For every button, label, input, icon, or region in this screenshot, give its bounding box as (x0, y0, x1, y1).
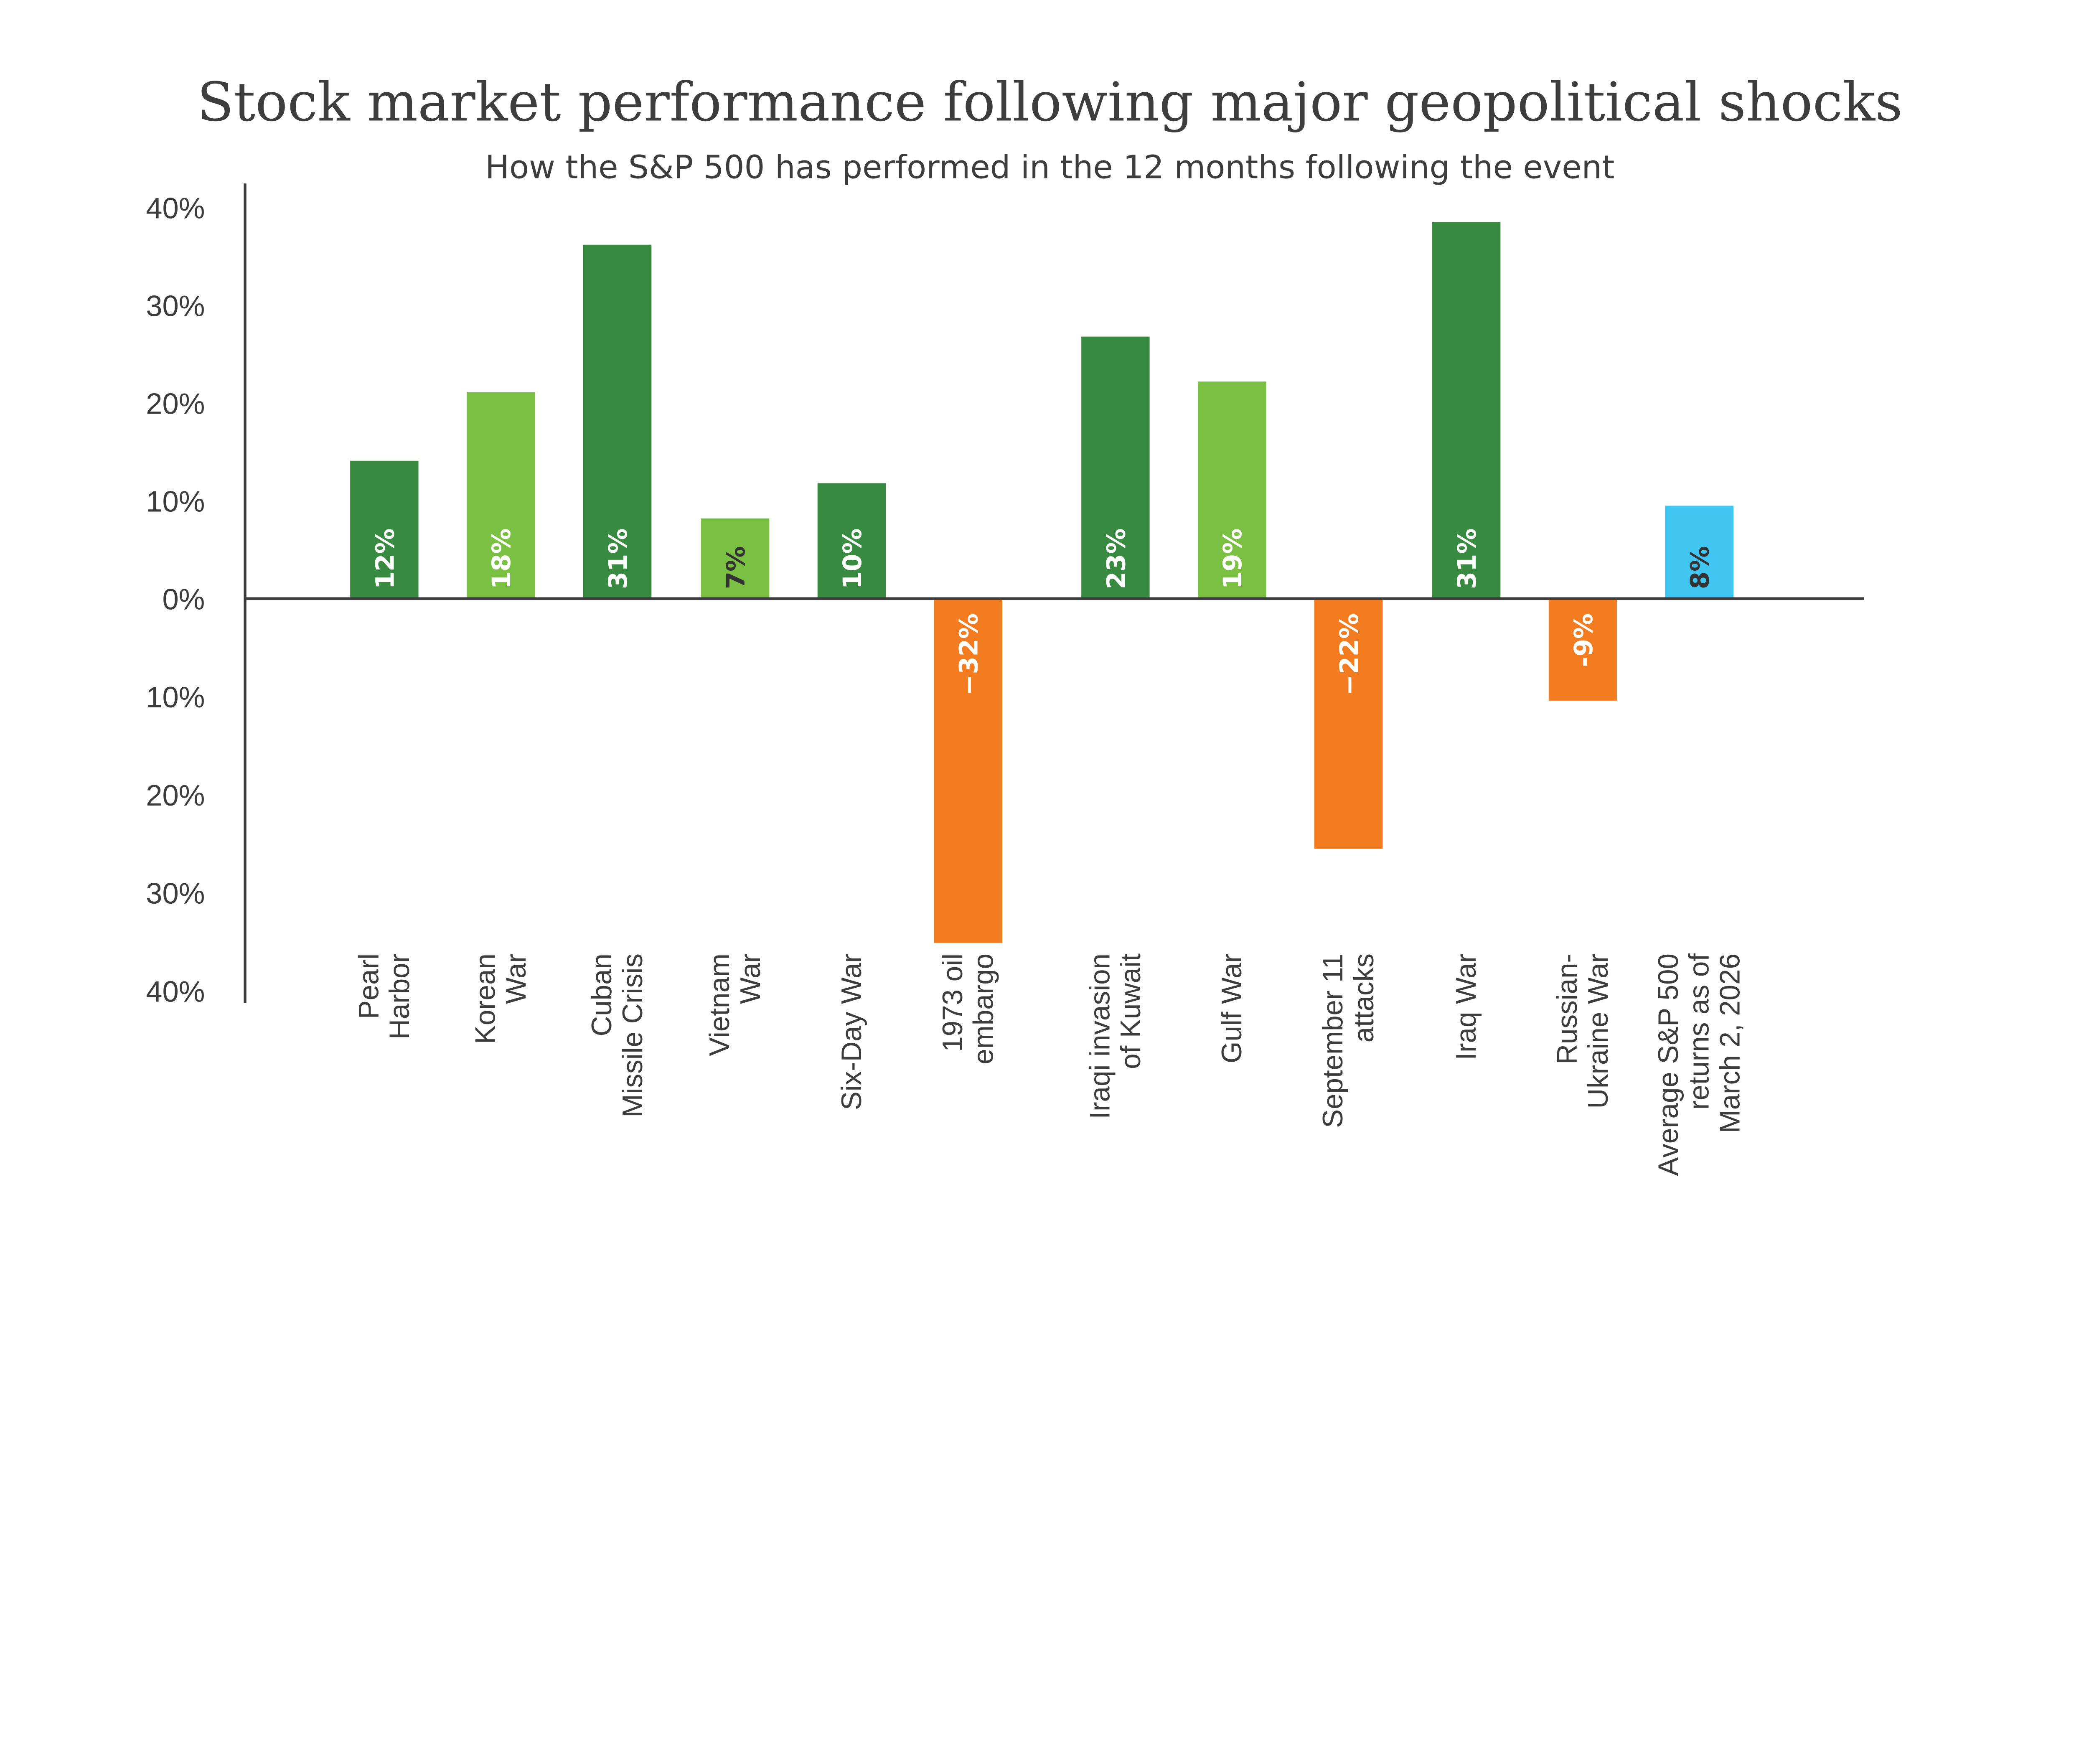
bar (1314, 598, 1383, 849)
data-label: 31% (1452, 529, 1482, 590)
data-label: 8% (1685, 546, 1715, 589)
data-labels: 12% 18% 31% 7% 10% −32% 23% 19% −22% 31% -9% 8% (370, 529, 1715, 696)
category-label: Gulf War (1216, 953, 1248, 1063)
y-tick-label: 20% (146, 387, 205, 420)
y-tick-label: 20% (146, 779, 205, 812)
bar (1665, 506, 1734, 599)
category-label: Iraq War (1451, 953, 1482, 1060)
category-label: Harbor (384, 953, 415, 1040)
data-label: 19% (1218, 529, 1248, 590)
chart-subtitle: How the S&P 500 has performed in the 12 … (485, 149, 1614, 186)
data-label: 10% (838, 529, 867, 590)
category-label: War (735, 953, 766, 1004)
category-label: Average S&P 500 (1653, 953, 1684, 1176)
category-label: Missile Crisis (617, 953, 648, 1118)
y-tick-label: 30% (146, 289, 205, 322)
data-label: 31% (603, 529, 633, 590)
chart-title: Stock market performance following major… (197, 71, 1903, 133)
bar (583, 244, 652, 599)
category-label: War (501, 953, 532, 1004)
bar-chart: Stock market performance following major… (146, 71, 1903, 1176)
category-label: March 2, 2026 (1714, 953, 1746, 1133)
category-label: Six-Day War (836, 953, 867, 1110)
bar (1432, 222, 1501, 599)
category-label: September 11 (1317, 953, 1349, 1128)
category-label: of Kuwait (1115, 953, 1146, 1069)
category-label: Iraqi invasion (1084, 953, 1116, 1119)
bar (1197, 381, 1266, 599)
y-tick-label: 30% (146, 877, 205, 910)
category-label: Russian- (1552, 953, 1583, 1065)
data-label: 18% (487, 529, 516, 590)
y-tick-label: 10% (146, 681, 205, 714)
category-label: Vietnam (704, 953, 735, 1056)
category-label: returns as of (1684, 953, 1715, 1110)
bar (701, 518, 770, 599)
category-label: attacks (1348, 953, 1380, 1042)
data-label: 12% (370, 529, 400, 590)
data-label: −32% (954, 613, 984, 696)
y-tick-label: 40% (146, 191, 205, 224)
category-label: Cuban (586, 953, 618, 1036)
bar (466, 392, 535, 599)
data-label: -9% (1569, 613, 1599, 667)
bar (934, 598, 1003, 943)
category-label: Pearl (353, 953, 384, 1019)
bars (350, 222, 1734, 943)
y-ticks: 40% 30% 20% 10% 0% 10% 20% 30% 40% (146, 191, 205, 1008)
data-label: 23% (1101, 529, 1131, 590)
category-label: 1973 oil (937, 953, 968, 1052)
bar (350, 460, 419, 599)
y-tick-label: 10% (146, 485, 205, 518)
category-label: Korean (470, 953, 501, 1044)
y-tick-label: 40% (146, 975, 205, 1008)
data-label: 7% (721, 546, 751, 589)
bar (817, 483, 886, 599)
category-label: embargo (968, 953, 999, 1065)
data-label: −22% (1334, 613, 1364, 696)
category-label: Ukraine War (1583, 953, 1614, 1108)
bar (1548, 598, 1617, 701)
y-tick-label: 0% (162, 582, 205, 615)
bar (1081, 336, 1150, 599)
